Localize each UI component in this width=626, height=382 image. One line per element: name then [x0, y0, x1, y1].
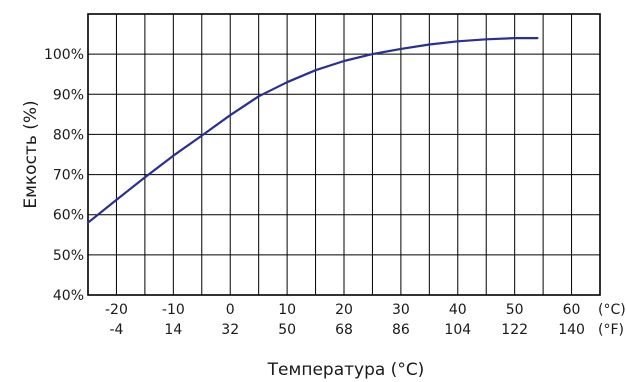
x-tick-label-fahrenheit: 68	[335, 322, 353, 338]
series-line-0	[86, 36, 539, 224]
y-tick-label: 50%	[53, 248, 84, 264]
x-tick-label-fahrenheit: 122	[501, 322, 528, 338]
x-tick-label-fahrenheit: 50	[278, 322, 296, 338]
y-tick-label: 90%	[53, 87, 84, 103]
y-axis-title: Емкость (%)	[21, 100, 41, 208]
x-tick-label-fahrenheit: 104	[444, 322, 471, 338]
x-tick-label-celsius: 20	[335, 302, 353, 318]
x-tick-label-fahrenheit: -4	[109, 322, 123, 338]
y-tick-labels: 40% 50% 60% 70% 80% 90% 100%	[44, 47, 84, 304]
x-axis-title: Температура (°C)	[267, 360, 425, 380]
x-tick-label-celsius: 60	[563, 302, 581, 318]
x-tick-label-celsius: 40	[449, 302, 467, 318]
x-unit-fahrenheit: (°F)	[598, 322, 624, 338]
y-tick-label: 60%	[53, 208, 84, 224]
x-tick-label-fahrenheit: 14	[164, 322, 182, 338]
y-tick-label: 100%	[44, 47, 84, 63]
x-tick-label-celsius: -20	[105, 302, 128, 318]
plot-frame	[87, 13, 601, 296]
y-tick-label: 70%	[53, 168, 84, 184]
grid-lines	[88, 14, 600, 295]
y-tick-label: 40%	[53, 288, 84, 304]
x-tick-label-fahrenheit: 86	[392, 322, 410, 338]
x-tick-label-fahrenheit: 140	[558, 322, 585, 338]
x-tick-label-fahrenheit: 32	[221, 322, 239, 338]
series-layer	[86, 36, 539, 224]
x-unit-celsius: (°C)	[598, 302, 626, 318]
x-tick-label-celsius: 30	[392, 302, 410, 318]
x-tick-label-celsius: 50	[506, 302, 524, 318]
y-tick-label: 80%	[53, 127, 84, 143]
x-tick-label-celsius: -10	[162, 302, 185, 318]
x-tick-label-celsius: 0	[226, 302, 235, 318]
x-tick-label-celsius: 10	[278, 302, 296, 318]
